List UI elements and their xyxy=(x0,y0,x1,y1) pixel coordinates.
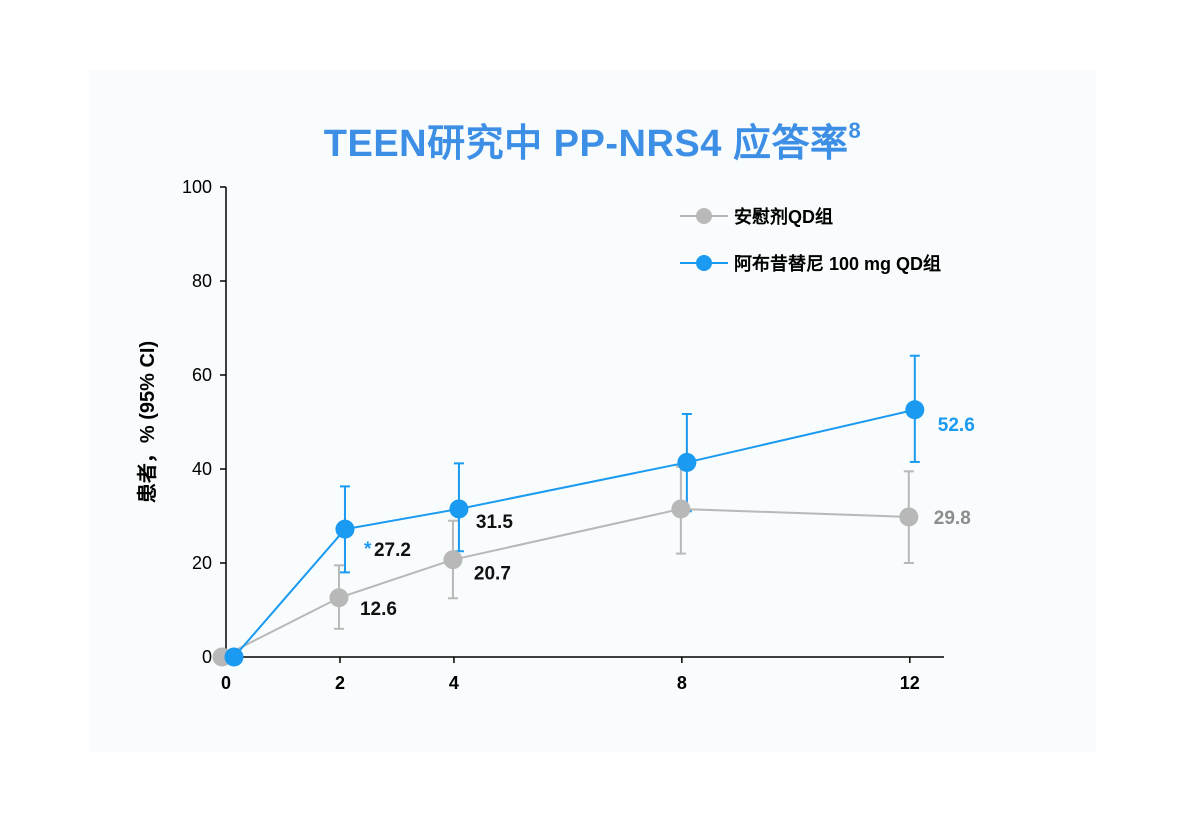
placebo-label: 20.7 xyxy=(474,564,511,585)
significance-marker: * xyxy=(364,539,372,560)
treatment-point xyxy=(449,499,469,519)
treatment-label: 52.6 xyxy=(938,415,975,436)
y-tick-label: 80 xyxy=(192,271,212,291)
x-tick-label: 2 xyxy=(335,673,345,693)
legend-treatment-marker xyxy=(696,255,712,271)
placebo-point xyxy=(329,588,349,608)
legend-placebo-marker xyxy=(696,208,712,224)
y-axis-label: 患者，% (95% CI) xyxy=(135,341,159,503)
y-tick-label: 20 xyxy=(192,553,212,573)
placebo-point xyxy=(899,507,919,527)
placebo-label: 12.6 xyxy=(360,599,397,620)
treatment-label: 27.2 xyxy=(374,540,411,561)
treatment-point xyxy=(224,647,244,667)
ci-bars xyxy=(333,354,920,630)
placebo-label: 29.8 xyxy=(934,508,971,529)
placebo-point xyxy=(443,550,463,570)
x-tick-label: 0 xyxy=(221,673,231,693)
x-tick-label: 4 xyxy=(449,673,459,693)
treatment-point xyxy=(677,452,697,472)
x-tick-label: 12 xyxy=(900,673,920,693)
y-tick-label: 100 xyxy=(182,177,212,197)
treatment-point xyxy=(905,400,925,420)
chart-title-text: TEEN研究中 PP-NRS4 应答率 xyxy=(323,123,849,165)
legend-treatment-label: 阿布昔替尼 100 mg QD组 xyxy=(734,253,941,274)
chart-title: TEEN研究中 PP-NRS4 应答率8 xyxy=(0,112,1185,167)
series-lines xyxy=(221,408,916,658)
axes: 0 20 40 60 80 100 0 2 4 8 12 患者，% (95% CI) xyxy=(135,177,944,693)
treatment-label: 31.5 xyxy=(476,512,513,533)
chart-title-superscript: 8 xyxy=(848,118,862,144)
treatment-point xyxy=(335,519,355,539)
points xyxy=(212,400,925,667)
y-tick-label: 60 xyxy=(192,365,212,385)
legend-placebo-label: 安慰剂QD组 xyxy=(734,206,833,227)
x-tick-label: 8 xyxy=(677,673,687,693)
data-labels: 12.6 20.7 29.8 * 27.2 31.5 52.6 xyxy=(360,415,975,620)
y-tick-label: 40 xyxy=(192,459,212,479)
placebo-line xyxy=(221,507,909,658)
placebo-point xyxy=(671,499,691,519)
y-tick-label: 0 xyxy=(202,647,212,667)
